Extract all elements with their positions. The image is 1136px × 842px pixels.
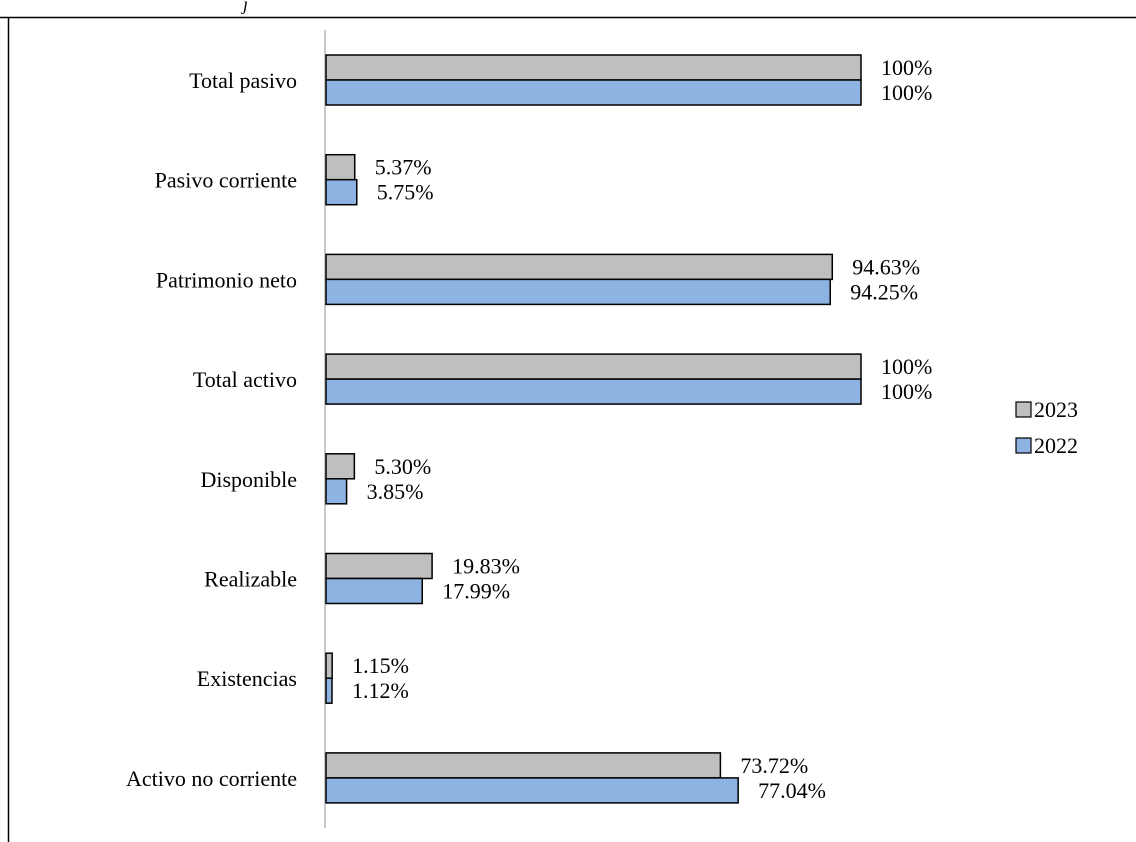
data-labels-group: 100%100%5.37%5.75%94.63%94.25%100%100%5.… bbox=[352, 55, 932, 803]
data-label-2023-activo-no-corriente: 73.72% bbox=[740, 753, 808, 778]
bar-2022-realizable bbox=[325, 577, 423, 605]
bar-2022-activo-no-corriente bbox=[325, 777, 739, 804]
bar-2023-existencias bbox=[325, 652, 333, 679]
bar-2023-realizable bbox=[325, 552, 433, 580]
legend-swatch-2023 bbox=[1015, 401, 1032, 418]
data-label-2023-pasivo-corriente: 5.37% bbox=[375, 155, 432, 180]
data-label-2022-disponible: 3.85% bbox=[367, 479, 424, 504]
bar-2023-activo-no-corriente bbox=[325, 752, 722, 779]
legend-label-2023: 2023 bbox=[1034, 397, 1078, 422]
data-label-2022-pasivo-corriente: 5.75% bbox=[377, 180, 434, 205]
data-label-2022-activo-no-corriente: 77.04% bbox=[758, 778, 826, 803]
legend: 2023 2022 bbox=[1015, 397, 1078, 458]
category-labels-group: Total pasivo Pasivo corriente Patrimonio n… bbox=[126, 68, 297, 791]
data-label-2023-disponible: 5.30% bbox=[374, 454, 431, 479]
bar-2022-existencias bbox=[325, 677, 333, 704]
legend-label-2022: 2022 bbox=[1034, 433, 1078, 458]
data-label-2022-existencias: 1.12% bbox=[352, 678, 409, 703]
category-label-total-activo: Total activo bbox=[193, 367, 297, 392]
category-label-realizable: Realizable bbox=[204, 567, 297, 592]
data-label-2022-total-pasivo: 100% bbox=[881, 80, 932, 105]
bar-2022-total-pasivo bbox=[325, 79, 862, 106]
data-label-2022-realizable: 17.99% bbox=[442, 579, 510, 604]
category-label-patrimonio-neto: Patrimonio neto bbox=[156, 267, 297, 292]
bar-2023-total-pasivo bbox=[325, 54, 862, 81]
data-label-2023-total-activo: 100% bbox=[881, 354, 932, 379]
bar-2023-patrimonio-neto bbox=[325, 253, 834, 281]
bar-2023-total-activo bbox=[325, 353, 862, 380]
bar-2022-total-activo bbox=[325, 378, 862, 405]
bar-2022-disponible bbox=[325, 478, 348, 505]
bar-2023-pasivo-corriente bbox=[325, 153, 356, 181]
data-label-2023-realizable: 19.83% bbox=[452, 554, 520, 579]
bar-2022-patrimonio-neto bbox=[325, 278, 831, 306]
bar-2022-pasivo-corriente bbox=[325, 178, 358, 206]
data-label-2022-patrimonio-neto: 94.25% bbox=[850, 279, 918, 304]
bars-group bbox=[325, 54, 862, 804]
bar-2023-disponible bbox=[325, 453, 356, 480]
header-fragment: j bbox=[241, 0, 248, 14]
data-label-2022-total-activo: 100% bbox=[881, 379, 932, 404]
data-label-2023-patrimonio-neto: 94.63% bbox=[852, 254, 920, 279]
data-label-2023-total-pasivo: 100% bbox=[881, 55, 932, 80]
legend-swatch-2022 bbox=[1015, 437, 1032, 454]
category-label-total-pasivo: Total pasivo bbox=[189, 68, 297, 93]
category-label-existencias: Existencias bbox=[197, 666, 297, 691]
category-label-disponible: Disponible bbox=[200, 467, 297, 492]
category-label-pasivo-corriente: Pasivo corriente bbox=[155, 168, 297, 193]
data-label-2023-existencias: 1.15% bbox=[352, 653, 409, 678]
category-label-activo-no-corriente: Activo no corriente bbox=[126, 766, 297, 791]
